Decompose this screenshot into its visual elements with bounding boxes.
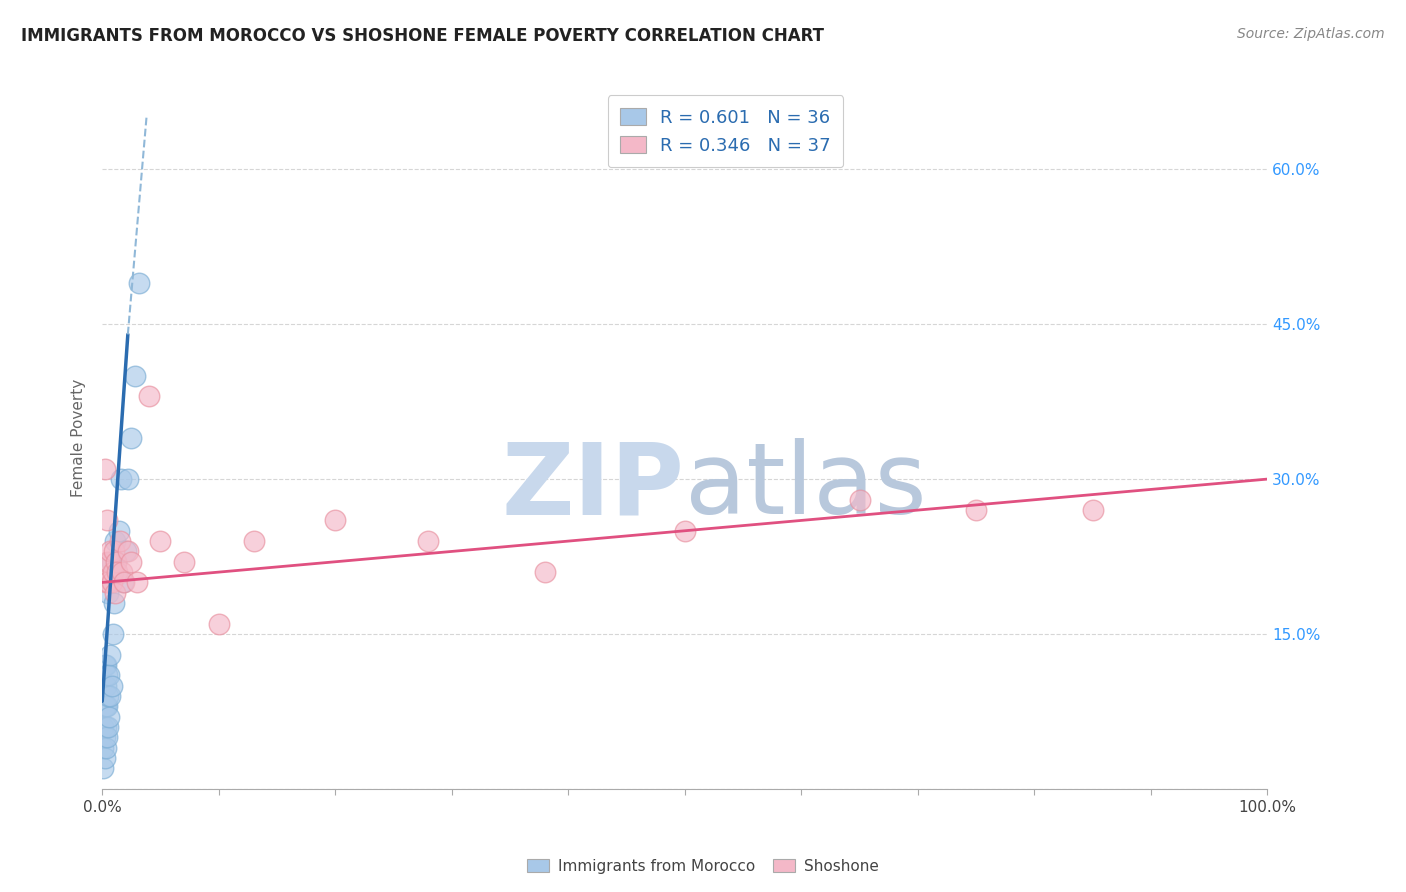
Point: [103, 544, 125, 558]
Point: [128, 276, 150, 290]
Point: [101, 627, 124, 641]
Point: [105, 555, 128, 569]
Point: [117, 544, 139, 558]
Point: [93, 658, 115, 673]
Point: [120, 431, 142, 445]
Point: [98, 710, 121, 724]
Point: [965, 503, 987, 517]
Point: [100, 555, 122, 569]
Point: [96, 668, 118, 682]
Point: [112, 575, 135, 590]
Point: [110, 472, 132, 486]
Point: [101, 565, 124, 579]
Point: [93, 751, 115, 765]
Point: [208, 616, 231, 631]
Text: Source: ZipAtlas.com: Source: ZipAtlas.com: [1237, 27, 1385, 41]
Point: [94, 575, 117, 590]
Point: [96, 555, 118, 569]
Point: [94, 679, 117, 693]
Legend: R = 0.601   N = 36, R = 0.346   N = 37: R = 0.601 N = 36, R = 0.346 N = 37: [607, 95, 844, 168]
Point: [97, 720, 120, 734]
Point: [93, 462, 115, 476]
Point: [111, 565, 134, 579]
Point: [323, 513, 346, 527]
Point: [97, 586, 120, 600]
Point: [94, 658, 117, 673]
Point: [97, 689, 120, 703]
Text: atlas: atlas: [685, 439, 927, 535]
Point: [100, 575, 122, 590]
Point: [105, 555, 128, 569]
Point: [1081, 503, 1104, 517]
Point: [124, 368, 146, 383]
Point: [98, 544, 121, 558]
Point: [418, 534, 440, 549]
Point: [93, 740, 115, 755]
Point: [96, 699, 118, 714]
Point: [104, 534, 127, 549]
Y-axis label: Female Poverty: Female Poverty: [72, 378, 86, 497]
Point: [100, 679, 122, 693]
Point: [98, 689, 121, 703]
Text: ZIP: ZIP: [502, 439, 685, 535]
Point: [114, 544, 136, 558]
Point: [98, 668, 121, 682]
Point: [98, 555, 121, 569]
Point: [98, 648, 121, 662]
Point: [242, 534, 264, 549]
Point: [848, 492, 870, 507]
Point: [138, 389, 160, 403]
Point: [107, 524, 129, 538]
Text: IMMIGRANTS FROM MOROCCO VS SHOSHONE FEMALE POVERTY CORRELATION CHART: IMMIGRANTS FROM MOROCCO VS SHOSHONE FEMA…: [21, 27, 824, 45]
Point: [94, 720, 117, 734]
Point: [173, 555, 195, 569]
Point: [96, 731, 118, 745]
Point: [97, 575, 120, 590]
Point: [534, 565, 557, 579]
Point: [93, 762, 115, 776]
Point: [105, 565, 128, 579]
Point: [103, 596, 125, 610]
Point: [108, 534, 131, 549]
Point: [112, 575, 135, 590]
Point: [94, 740, 117, 755]
Point: [94, 699, 117, 714]
Point: [93, 699, 115, 714]
Point: [149, 534, 172, 549]
Point: [120, 555, 142, 569]
Point: [96, 513, 118, 527]
Point: [673, 524, 696, 538]
Point: [117, 472, 139, 486]
Point: [127, 575, 149, 590]
Point: [93, 720, 115, 734]
Legend: Immigrants from Morocco, Shoshone: Immigrants from Morocco, Shoshone: [522, 853, 884, 880]
Point: [93, 731, 115, 745]
Point: [104, 586, 127, 600]
